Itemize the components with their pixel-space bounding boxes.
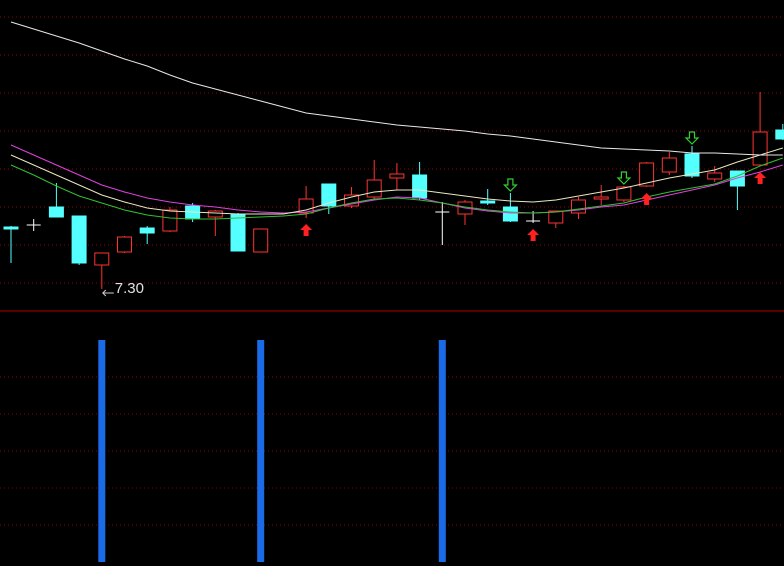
candle-body bbox=[389, 173, 405, 179]
candle-body bbox=[366, 179, 382, 198]
candle-body bbox=[3, 226, 19, 230]
buy-arrow bbox=[527, 229, 540, 241]
candle-body bbox=[117, 236, 132, 253]
buy-arrow bbox=[754, 172, 767, 184]
candle-body bbox=[639, 162, 655, 187]
candle-body bbox=[298, 198, 314, 214]
candle-body bbox=[253, 228, 269, 253]
candle-body bbox=[48, 206, 64, 218]
candle-body bbox=[616, 186, 632, 201]
moving-average-line bbox=[10, 147, 783, 215]
candle-body bbox=[548, 210, 564, 224]
moving-average-line bbox=[10, 157, 783, 220]
candle-body bbox=[502, 206, 518, 222]
candle-body bbox=[207, 210, 223, 218]
annotation-arrow bbox=[102, 289, 114, 297]
candle-body bbox=[593, 196, 609, 200]
candle-body bbox=[162, 209, 178, 232]
moving-average-line bbox=[10, 21, 783, 156]
candle-body bbox=[775, 129, 784, 140]
candle-body bbox=[661, 157, 677, 173]
sell-arrow bbox=[684, 131, 700, 145]
moving-average-line bbox=[10, 144, 783, 214]
sell-arrow bbox=[616, 171, 632, 185]
buy-arrow bbox=[640, 193, 653, 205]
candle-body bbox=[71, 215, 87, 264]
annotation-label: 7.30 bbox=[115, 280, 144, 297]
signal-bar bbox=[98, 340, 106, 562]
candle-body bbox=[684, 153, 700, 177]
candle-body bbox=[321, 183, 337, 207]
candle-body bbox=[230, 213, 246, 252]
candle-body bbox=[344, 194, 359, 207]
signal-bar bbox=[257, 340, 265, 562]
candle-body bbox=[480, 200, 496, 204]
candle-body bbox=[752, 131, 768, 166]
sell-arrow bbox=[502, 178, 518, 192]
buy-arrow bbox=[300, 224, 313, 236]
signal-bar bbox=[438, 340, 446, 562]
candle-body bbox=[571, 199, 586, 214]
candle-body bbox=[139, 227, 155, 234]
candle-body bbox=[94, 252, 110, 266]
candle-body bbox=[707, 172, 723, 180]
candle-body bbox=[412, 174, 428, 199]
